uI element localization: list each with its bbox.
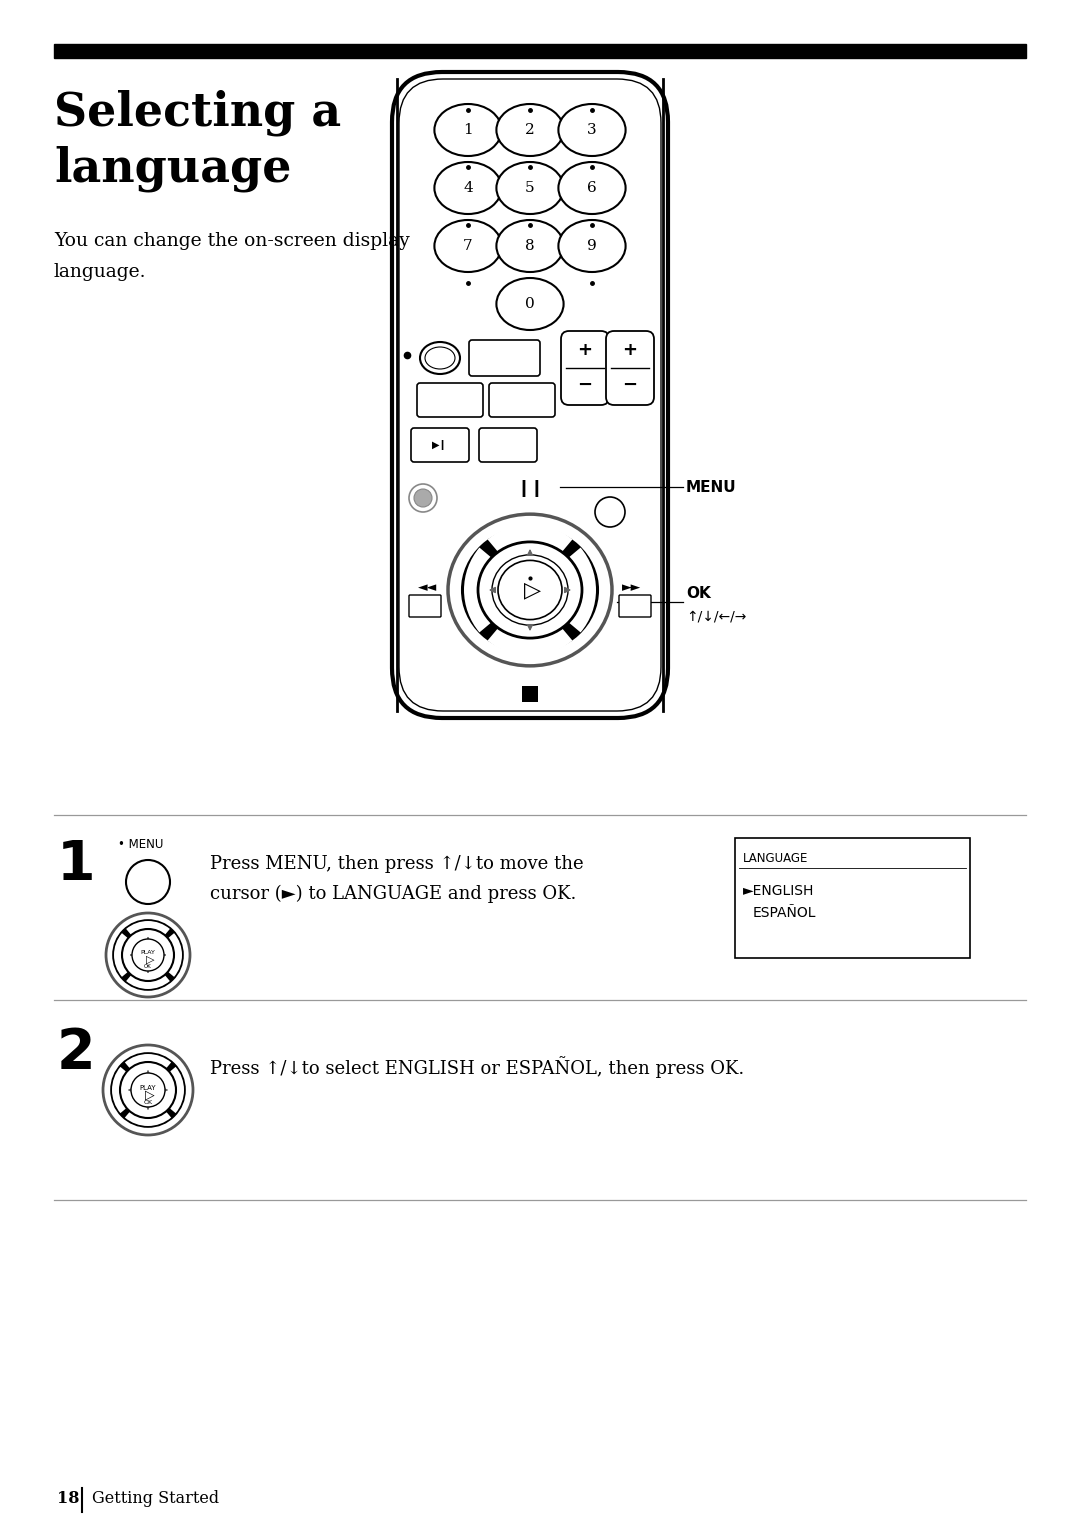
Text: 1: 1 bbox=[463, 122, 473, 138]
Circle shape bbox=[106, 913, 190, 997]
FancyBboxPatch shape bbox=[392, 72, 669, 719]
Wedge shape bbox=[114, 933, 148, 977]
Text: PLAY: PLAY bbox=[139, 1086, 157, 1092]
Text: 3: 3 bbox=[588, 122, 597, 138]
Text: 0: 0 bbox=[525, 297, 535, 310]
Ellipse shape bbox=[497, 162, 564, 214]
Bar bbox=[54, 44, 1026, 58]
Text: Press MENU, then press ↑/↓to move the: Press MENU, then press ↑/↓to move the bbox=[210, 855, 583, 873]
Text: 5: 5 bbox=[525, 180, 535, 196]
Text: ESPAÑOL: ESPAÑOL bbox=[753, 907, 816, 920]
Text: ►ENGLISH: ►ENGLISH bbox=[743, 884, 814, 898]
Circle shape bbox=[409, 485, 437, 512]
Text: 2: 2 bbox=[57, 1026, 96, 1079]
Bar bbox=[735, 838, 970, 959]
Text: ▶❙: ▶❙ bbox=[432, 440, 448, 450]
FancyBboxPatch shape bbox=[561, 330, 609, 405]
Ellipse shape bbox=[558, 162, 625, 214]
Text: OK: OK bbox=[686, 587, 711, 601]
Ellipse shape bbox=[497, 104, 564, 156]
Ellipse shape bbox=[497, 220, 564, 272]
Ellipse shape bbox=[434, 162, 501, 214]
Wedge shape bbox=[487, 524, 572, 590]
Wedge shape bbox=[126, 920, 170, 956]
Text: 7: 7 bbox=[463, 239, 473, 252]
Wedge shape bbox=[464, 547, 530, 633]
Text: OK: OK bbox=[144, 1101, 152, 1105]
Ellipse shape bbox=[448, 514, 612, 665]
Ellipse shape bbox=[498, 561, 562, 619]
Text: 6: 6 bbox=[588, 180, 597, 196]
Circle shape bbox=[103, 1044, 193, 1135]
Ellipse shape bbox=[434, 104, 501, 156]
Text: ❙❙: ❙❙ bbox=[516, 479, 544, 497]
Text: 9: 9 bbox=[588, 239, 597, 252]
FancyBboxPatch shape bbox=[619, 595, 651, 618]
Text: ►►: ►► bbox=[622, 581, 642, 595]
FancyBboxPatch shape bbox=[489, 382, 555, 417]
Text: You can change the on-screen display: You can change the on-screen display bbox=[54, 232, 409, 251]
FancyBboxPatch shape bbox=[469, 339, 540, 376]
FancyBboxPatch shape bbox=[411, 428, 469, 462]
Circle shape bbox=[414, 489, 432, 508]
FancyBboxPatch shape bbox=[417, 382, 483, 417]
FancyBboxPatch shape bbox=[606, 330, 654, 405]
Ellipse shape bbox=[434, 220, 501, 272]
Text: 8: 8 bbox=[525, 239, 535, 252]
Circle shape bbox=[113, 920, 183, 989]
FancyBboxPatch shape bbox=[409, 595, 441, 618]
Text: 4: 4 bbox=[463, 180, 473, 196]
Text: LANGUAGE: LANGUAGE bbox=[743, 852, 808, 865]
Ellipse shape bbox=[426, 347, 455, 368]
Wedge shape bbox=[487, 590, 572, 656]
Ellipse shape bbox=[478, 541, 582, 638]
Ellipse shape bbox=[558, 104, 625, 156]
Text: OK: OK bbox=[144, 965, 152, 969]
Text: +: + bbox=[578, 341, 593, 359]
Wedge shape bbox=[125, 1053, 171, 1090]
Ellipse shape bbox=[492, 555, 568, 625]
Ellipse shape bbox=[420, 342, 460, 375]
Text: PLAY: PLAY bbox=[140, 951, 156, 956]
Text: cursor (►) to LANGUAGE and press OK.: cursor (►) to LANGUAGE and press OK. bbox=[210, 885, 577, 904]
Circle shape bbox=[595, 497, 625, 528]
Text: 2: 2 bbox=[525, 122, 535, 138]
Text: ▷: ▷ bbox=[145, 1089, 154, 1101]
Bar bbox=[522, 687, 538, 702]
Wedge shape bbox=[530, 547, 596, 633]
Text: −: − bbox=[622, 376, 637, 394]
Ellipse shape bbox=[497, 278, 564, 330]
Text: ↑/↓/←/→: ↑/↓/←/→ bbox=[686, 609, 746, 622]
Text: 1: 1 bbox=[57, 838, 96, 891]
Ellipse shape bbox=[558, 220, 625, 272]
Text: language.: language. bbox=[54, 263, 147, 281]
Text: Press ↑/↓to select ENGLISH or ESPAÑOL, then press OK.: Press ↑/↓to select ENGLISH or ESPAÑOL, t… bbox=[210, 1057, 744, 1078]
Wedge shape bbox=[148, 933, 183, 977]
Circle shape bbox=[111, 1053, 185, 1127]
Text: language: language bbox=[54, 145, 292, 191]
Text: 18: 18 bbox=[57, 1489, 80, 1508]
FancyBboxPatch shape bbox=[480, 428, 537, 462]
Text: ◄◄: ◄◄ bbox=[418, 581, 437, 595]
Text: ▷: ▷ bbox=[146, 956, 154, 965]
Text: −: − bbox=[578, 376, 593, 394]
Text: ▷: ▷ bbox=[525, 579, 541, 599]
Circle shape bbox=[122, 930, 174, 982]
Ellipse shape bbox=[462, 528, 598, 653]
Wedge shape bbox=[126, 956, 170, 989]
Circle shape bbox=[132, 939, 164, 971]
Wedge shape bbox=[125, 1090, 171, 1125]
Circle shape bbox=[126, 859, 170, 904]
Text: Selecting a: Selecting a bbox=[54, 90, 341, 136]
Wedge shape bbox=[112, 1067, 148, 1113]
Text: MENU: MENU bbox=[686, 480, 737, 494]
Text: +: + bbox=[622, 341, 637, 359]
Circle shape bbox=[131, 1073, 165, 1107]
Text: Getting Started: Getting Started bbox=[92, 1489, 219, 1508]
Wedge shape bbox=[148, 1067, 184, 1113]
Text: • MENU: • MENU bbox=[118, 838, 163, 852]
Circle shape bbox=[120, 1063, 176, 1118]
